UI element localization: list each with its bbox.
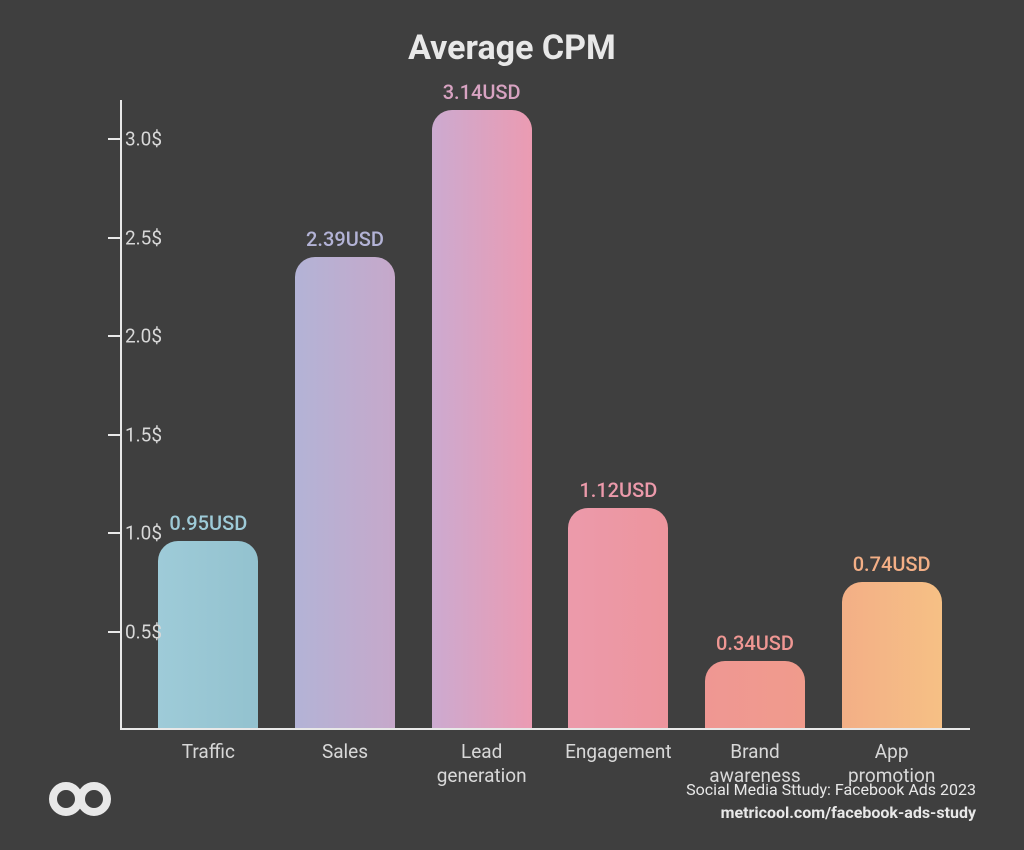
bar: 0.95USD	[158, 541, 258, 728]
y-axis-label: 0.5$	[62, 620, 162, 643]
bar-value-label: 0.74USD	[817, 552, 967, 576]
footer-line-2: metricool.com/facebook-ads-study	[686, 802, 976, 824]
chart-title: Average CPM	[0, 28, 1024, 68]
bar: 2.39USD	[295, 257, 395, 728]
x-axis-label: Leadgeneration	[412, 740, 552, 788]
x-axis-label: Engagement	[548, 740, 688, 764]
bar-value-label: 1.12USD	[543, 478, 693, 502]
x-axis-label: Sales	[275, 740, 415, 764]
bar-value-label: 0.34USD	[680, 631, 830, 655]
bar: 3.14USD	[432, 110, 532, 728]
y-axis-label: 3.0$	[62, 128, 162, 151]
footer-credit: Social Media Sttudy: Facebook Ads 2023 m…	[686, 779, 976, 824]
y-axis-label: 1.5$	[62, 423, 162, 446]
footer-line-1: Social Media Sttudy: Facebook Ads 2023	[686, 779, 976, 801]
y-axis-label: 2.0$	[62, 325, 162, 348]
brand-logo-icon	[44, 780, 122, 822]
x-axis-line	[120, 728, 970, 730]
bar: 0.74USD	[842, 582, 942, 728]
y-axis-label: 2.5$	[62, 226, 162, 249]
bar: 1.12USD	[568, 508, 668, 729]
x-axis-label: Traffic	[138, 740, 278, 764]
bar: 0.34USD	[705, 661, 805, 728]
bar-value-label: 2.39USD	[270, 227, 420, 251]
y-axis-label: 1.0$	[62, 522, 162, 545]
bar-chart: 0.95USDTraffic2.39USDSales3.14USDLeadgen…	[120, 100, 970, 730]
bar-value-label: 3.14USD	[407, 80, 557, 104]
